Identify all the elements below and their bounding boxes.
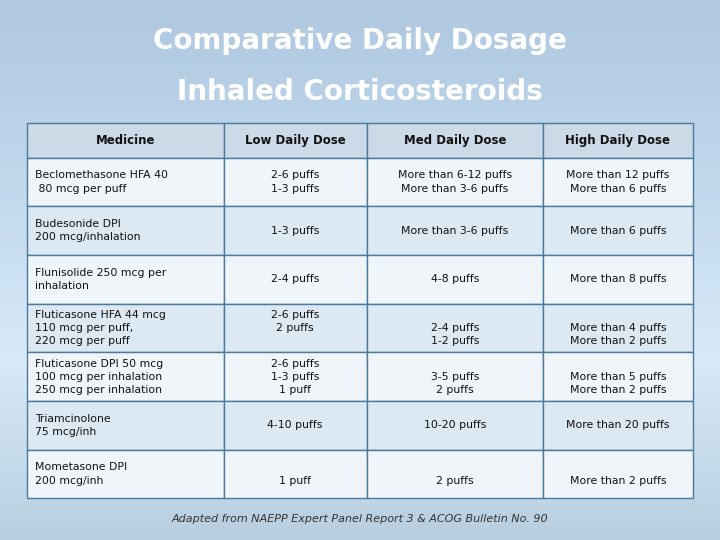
- Bar: [27, 450, 224, 498]
- Bar: [366, 353, 543, 401]
- Text: Fluticasone HFA 44 mcg
110 mcg per puff,
220 mcg per puff: Fluticasone HFA 44 mcg 110 mcg per puff,…: [35, 310, 166, 346]
- Bar: [224, 206, 366, 255]
- Text: 2 puffs: 2 puffs: [436, 462, 474, 485]
- Text: 4-10 puffs: 4-10 puffs: [267, 421, 323, 430]
- Text: High Daily Dose: High Daily Dose: [565, 134, 670, 147]
- Text: Inhaled Corticosteroids: Inhaled Corticosteroids: [177, 78, 543, 106]
- Bar: [27, 123, 224, 158]
- Text: Adapted from NAEPP Expert Panel Report 3 & ACOG Bulletin No. 90: Adapted from NAEPP Expert Panel Report 3…: [171, 514, 549, 524]
- Bar: [366, 401, 543, 450]
- Text: Medicine: Medicine: [96, 134, 156, 147]
- Bar: [27, 206, 224, 255]
- Text: More than 2 puffs: More than 2 puffs: [570, 462, 666, 485]
- Text: More than 6-12 puffs
More than 3-6 puffs: More than 6-12 puffs More than 3-6 puffs: [397, 171, 512, 193]
- Bar: [224, 123, 366, 158]
- Bar: [543, 123, 693, 158]
- Text: Beclomethasone HFA 40
 80 mcg per puff: Beclomethasone HFA 40 80 mcg per puff: [35, 171, 168, 193]
- Bar: [366, 123, 543, 158]
- Text: 2-6 puffs
1-3 puffs: 2-6 puffs 1-3 puffs: [271, 171, 320, 193]
- Bar: [224, 158, 366, 206]
- Text: 2-6 puffs
2 puffs: 2-6 puffs 2 puffs: [271, 310, 320, 346]
- Text: Flunisolide 250 mcg per
inhalation: Flunisolide 250 mcg per inhalation: [35, 268, 166, 291]
- Bar: [27, 303, 224, 353]
- Text: More than 12 puffs
More than 6 puffs: More than 12 puffs More than 6 puffs: [566, 171, 670, 193]
- Bar: [366, 450, 543, 498]
- Bar: [224, 303, 366, 353]
- Bar: [27, 158, 224, 206]
- Text: Budesonide DPI
200 mcg/inhalation: Budesonide DPI 200 mcg/inhalation: [35, 219, 141, 242]
- Bar: [366, 255, 543, 303]
- Bar: [543, 353, 693, 401]
- Text: 2-4 puffs
1-2 puffs: 2-4 puffs 1-2 puffs: [431, 310, 479, 346]
- Text: More than 20 puffs: More than 20 puffs: [566, 421, 670, 430]
- Bar: [224, 353, 366, 401]
- Bar: [27, 401, 224, 450]
- Bar: [224, 450, 366, 498]
- Text: 2-4 puffs: 2-4 puffs: [271, 274, 320, 285]
- Text: Med Daily Dose: Med Daily Dose: [403, 134, 506, 147]
- Text: More than 6 puffs: More than 6 puffs: [570, 226, 666, 235]
- Bar: [224, 255, 366, 303]
- Bar: [543, 401, 693, 450]
- Text: More than 8 puffs: More than 8 puffs: [570, 274, 666, 285]
- Text: Comparative Daily Dosage: Comparative Daily Dosage: [153, 26, 567, 55]
- Bar: [366, 303, 543, 353]
- Text: More than 3-6 puffs: More than 3-6 puffs: [401, 226, 508, 235]
- Text: More than 4 puffs
More than 2 puffs: More than 4 puffs More than 2 puffs: [570, 310, 666, 346]
- Bar: [27, 353, 224, 401]
- Text: Fluticasone DPI 50 mcg
100 mcg per inhalation
250 mcg per inhalation: Fluticasone DPI 50 mcg 100 mcg per inhal…: [35, 359, 163, 395]
- Text: 1 puff: 1 puff: [279, 462, 311, 485]
- Text: More than 5 puffs
More than 2 puffs: More than 5 puffs More than 2 puffs: [570, 359, 666, 395]
- Text: 1-3 puffs: 1-3 puffs: [271, 226, 320, 235]
- Bar: [543, 450, 693, 498]
- Bar: [543, 206, 693, 255]
- Text: 3-5 puffs
2 puffs: 3-5 puffs 2 puffs: [431, 359, 479, 395]
- Text: Triamcinolone
75 mcg/inh: Triamcinolone 75 mcg/inh: [35, 414, 111, 437]
- Bar: [224, 401, 366, 450]
- Text: 4-8 puffs: 4-8 puffs: [431, 274, 479, 285]
- Bar: [543, 303, 693, 353]
- Text: Mometasone DPI
200 mcg/inh: Mometasone DPI 200 mcg/inh: [35, 462, 127, 485]
- Text: 2-6 puffs
1-3 puffs
1 puff: 2-6 puffs 1-3 puffs 1 puff: [271, 359, 320, 395]
- Bar: [543, 255, 693, 303]
- Text: Low Daily Dose: Low Daily Dose: [245, 134, 346, 147]
- Bar: [543, 158, 693, 206]
- Bar: [27, 255, 224, 303]
- Text: 10-20 puffs: 10-20 puffs: [423, 421, 486, 430]
- Bar: [366, 206, 543, 255]
- Bar: [366, 158, 543, 206]
